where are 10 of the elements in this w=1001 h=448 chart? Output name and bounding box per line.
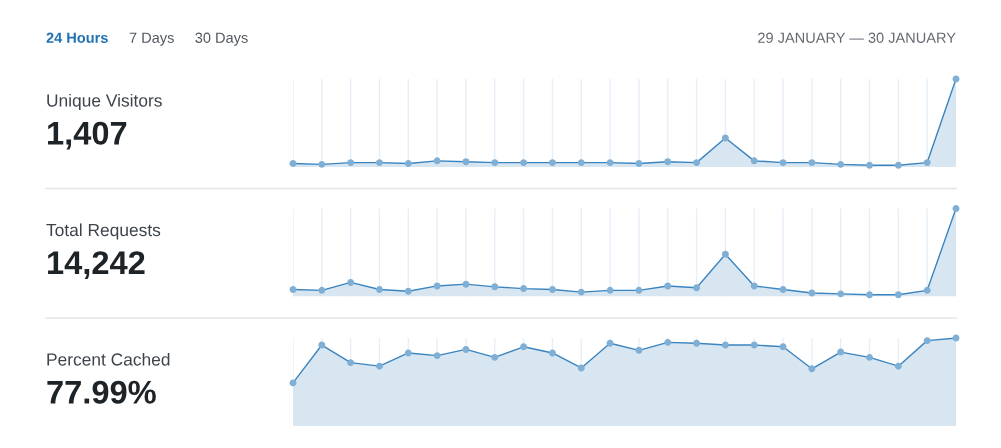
text: 1,407 [48,121,127,150]
text: 30 Days [195,32,248,46]
y-axis-title: Total Requests [46,223,161,240]
text: 14,242 [48,251,145,279]
text: 29 JANUARY — 30 JANUARY [758,32,956,43]
text: 77.99% [47,380,156,404]
y-axis-title: Percent Cached [47,352,170,366]
text: 7 Days [129,32,174,46]
y-axis-title: Unique Visitors [47,93,162,111]
text: 24 Hours [46,32,108,43]
